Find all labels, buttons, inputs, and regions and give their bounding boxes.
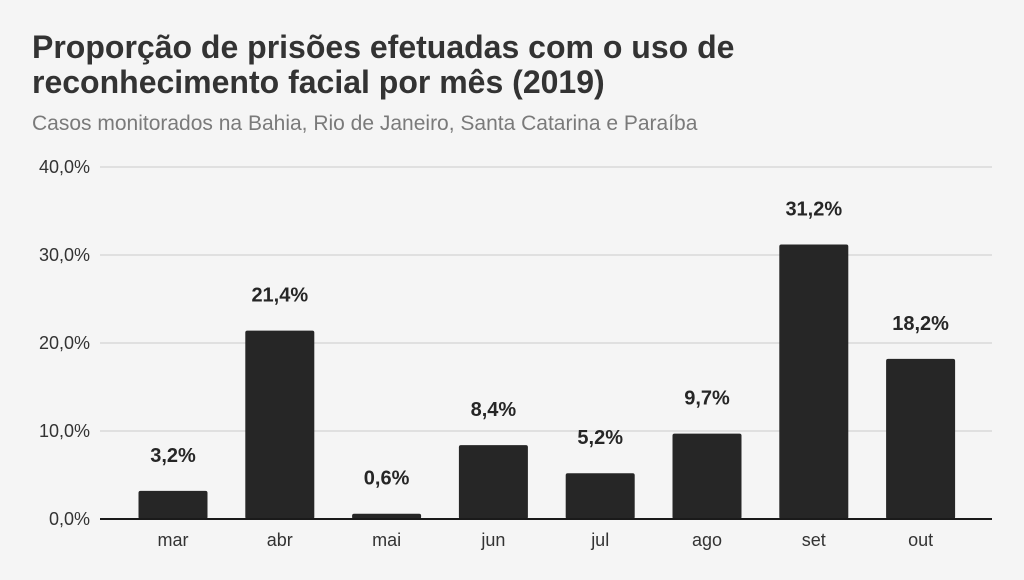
data-label: 3,2% <box>150 445 196 467</box>
x-tick-label: mai <box>372 530 401 550</box>
y-tick-label: 30,0% <box>39 245 90 265</box>
x-tick-label: out <box>908 530 933 550</box>
bar-set <box>779 244 849 519</box>
x-tick-label: mar <box>158 530 189 550</box>
x-axis-labels: mar abr mai jun jul ago set out <box>158 530 934 550</box>
bar-out <box>886 358 956 519</box>
x-tick-label: set <box>802 530 826 550</box>
y-tick-label: 10,0% <box>39 421 90 441</box>
value-labels: 3,2% 21,4% 0,6% 8,4% 5,2% 9,7% 31,2% 18,2% <box>150 198 949 489</box>
data-label: 18,2% <box>892 313 949 335</box>
bar-jul <box>565 473 635 519</box>
x-tick-label: abr <box>267 530 293 550</box>
data-label: 5,2% <box>577 427 623 449</box>
data-label: 0,6% <box>364 468 410 490</box>
y-tick-label: 40,0% <box>39 157 90 177</box>
data-label: 21,4% <box>251 285 308 307</box>
chart-subtitle: Casos monitorados na Bahia, Rio de Janei… <box>32 112 698 135</box>
bar-mai <box>352 513 422 519</box>
y-tick-label: 20,0% <box>39 333 90 353</box>
data-label: 8,4% <box>471 399 517 421</box>
y-tick-label: 0,0% <box>49 509 90 529</box>
data-label: 9,7% <box>684 388 730 410</box>
x-tick-label: jul <box>590 530 609 550</box>
bar-jun <box>458 445 528 519</box>
bar-mar <box>138 490 208 519</box>
x-tick-label: jun <box>480 530 505 550</box>
bars <box>138 244 956 519</box>
bar-ago <box>672 433 742 519</box>
y-axis-ticks: 0,0% 10,0% 20,0% 30,0% 40,0% <box>39 157 90 529</box>
gridlines <box>100 166 992 432</box>
data-label: 31,2% <box>785 198 842 220</box>
bar-abr <box>245 330 315 519</box>
chart-title: Proporção de prisões efetuadas com o uso… <box>32 29 735 100</box>
x-tick-label: ago <box>692 530 722 550</box>
